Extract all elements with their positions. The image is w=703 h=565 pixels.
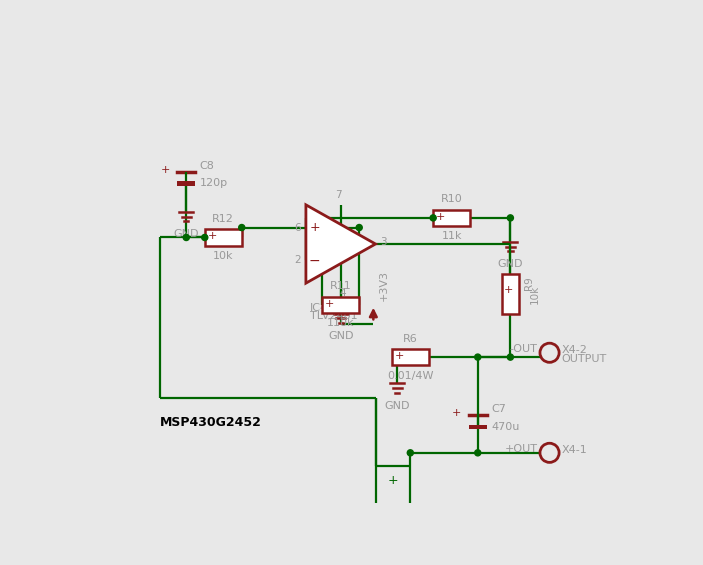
Text: 10k: 10k [213,251,233,261]
Text: X4-1: X4-1 [562,445,588,455]
Text: +: + [207,231,217,241]
Text: +: + [309,221,320,234]
Text: 11k: 11k [441,232,462,241]
Text: 0.01/4W: 0.01/4W [387,371,434,381]
Circle shape [202,234,208,241]
Circle shape [183,234,189,241]
Circle shape [508,354,513,360]
Text: TLV2401: TLV2401 [310,311,358,321]
Text: X4-2: X4-2 [562,345,588,355]
Bar [469,425,487,429]
Text: 3: 3 [380,237,387,247]
Text: OUTPUT: OUTPUT [562,354,607,364]
Text: 110k: 110k [327,319,354,328]
Text: R11: R11 [330,281,352,292]
Text: 4: 4 [340,288,346,298]
Text: GND: GND [498,259,523,269]
Text: 470u: 470u [491,421,520,432]
Text: R9: R9 [524,276,534,290]
Circle shape [407,450,413,456]
Text: C7: C7 [491,405,506,414]
Text: +: + [504,285,513,295]
Text: +: + [387,473,398,486]
Text: +: + [394,351,404,361]
Polygon shape [306,205,375,283]
Text: +: + [161,164,170,175]
Text: GND: GND [385,401,410,411]
Text: R6: R6 [403,333,418,344]
Text: 120p: 120p [200,178,228,188]
Circle shape [508,215,513,221]
Circle shape [430,215,436,221]
Circle shape [475,354,481,360]
Text: −: − [309,254,321,267]
Text: GND: GND [174,229,199,239]
Text: 6: 6 [294,223,301,233]
Text: MSP430G2452: MSP430G2452 [160,416,262,429]
Text: 7: 7 [335,190,342,201]
Text: GND: GND [328,331,354,341]
Bar [392,349,429,366]
Text: R12: R12 [212,214,234,224]
Text: +3V3: +3V3 [378,270,389,301]
Text: +: + [452,408,462,418]
Circle shape [356,224,362,231]
Text: IC4: IC4 [310,303,328,312]
Bar [502,275,519,314]
Text: 2: 2 [294,255,301,266]
Bar [205,229,242,246]
Text: +: + [325,298,334,308]
Bar [322,297,359,313]
Text: 10k: 10k [530,284,540,303]
Circle shape [239,224,245,231]
Text: R10: R10 [441,194,463,205]
Circle shape [475,450,481,456]
Bar [177,181,195,186]
Text: -OUT: -OUT [510,344,537,354]
Text: +OUT: +OUT [504,444,537,454]
Text: C8: C8 [200,160,214,171]
Bar [433,210,470,226]
Text: +: + [436,211,445,221]
